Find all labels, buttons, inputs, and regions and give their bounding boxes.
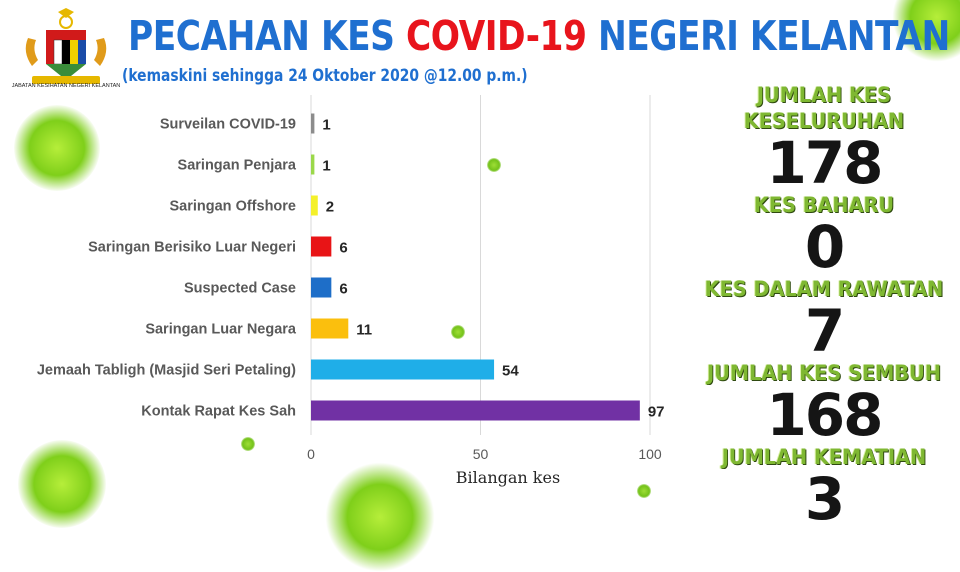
data-label: 6: [339, 240, 347, 257]
category-label: Kontak Rapat Kes Sah: [141, 404, 296, 420]
stat-value: 168: [766, 381, 883, 449]
bar: [311, 236, 332, 257]
data-label: 97: [648, 404, 665, 421]
category-label: Saringan Penjara: [178, 158, 297, 174]
bar-chart: 0 50 100 Surveilan COVID-19 1 Saringan Penjar…: [37, 95, 665, 487]
bar: [311, 359, 495, 380]
stat-new-cases: KES BAHARU 0: [688, 192, 960, 276]
stat-value: 0: [804, 213, 845, 281]
stat-label: JUMLAH KES SEMBUH: [707, 361, 941, 385]
stat-label: JUMLAH KEMATIAN: [721, 445, 927, 469]
stat-active-cases: KES DALAM RAWATAN 7: [688, 276, 960, 360]
stat-deaths: JUMLAH KEMATIAN 3: [688, 444, 960, 528]
virus-icon: [487, 158, 501, 172]
bar: [311, 195, 318, 216]
data-label: 1: [322, 158, 330, 175]
bar: [311, 400, 640, 421]
logo-caption: JABATAN KESIHATAN NEGERI KELANTAN: [11, 83, 121, 89]
malaysia-coat-of-arms-icon: [25, 8, 107, 84]
virus-icon: [637, 484, 651, 498]
virus-icon: [18, 440, 106, 528]
data-label: 6: [339, 281, 347, 298]
stat-label: JUMLAH KES KESELURUHAN: [743, 83, 905, 133]
stat-value: 7: [804, 297, 845, 365]
stats-panel: JUMLAH KES KESELURUHAN 178 KES BAHARU 0 …: [688, 82, 960, 528]
stat-label: KES BAHARU: [753, 193, 895, 217]
page-subtitle: (kemaskini sehingga 24 Oktober 2020 @12.…: [122, 66, 528, 85]
data-label: 2: [326, 199, 334, 216]
virus-icon: [241, 437, 255, 451]
bar: [311, 113, 315, 134]
page-title: PECAHAN KES COVID-19 NEGERI KELANTAN: [128, 8, 950, 64]
stat-recovered: JUMLAH KES SEMBUH 168: [688, 360, 960, 444]
category-label: Suspected Case: [184, 281, 296, 297]
bar: [311, 318, 349, 339]
category-label: Saringan Luar Negara: [145, 322, 297, 338]
category-label: Surveilan COVID-19: [160, 117, 296, 133]
stat-total: JUMLAH KES KESELURUHAN 178: [688, 82, 960, 192]
data-label: 54: [502, 363, 519, 380]
x-tick-label: 50: [473, 446, 489, 462]
title-part-1: PECAHAN KES: [128, 12, 406, 60]
data-label: 11: [356, 322, 372, 339]
data-label: 1: [322, 117, 330, 134]
virus-icon: [451, 325, 465, 339]
title-part-3: NEGERI KELANTAN: [586, 12, 950, 60]
virus-icon: [14, 105, 100, 191]
x-tick-label: 0: [307, 446, 315, 462]
bar: [311, 154, 315, 175]
stat-value: 3: [804, 465, 845, 533]
x-tick-label: 100: [638, 446, 662, 462]
category-label: Saringan Berisiko Luar Negeri: [88, 240, 296, 256]
category-label: Saringan Offshore: [170, 199, 297, 215]
x-axis-label: Bilangan kes: [456, 468, 560, 487]
category-label: Jemaah Tabligh (Masjid Seri Petaling): [37, 363, 296, 379]
stat-label: KES DALAM RAWATAN: [704, 277, 944, 301]
stat-value: 178: [766, 129, 883, 197]
title-part-2: COVID-19: [405, 12, 587, 60]
bar: [311, 277, 332, 298]
